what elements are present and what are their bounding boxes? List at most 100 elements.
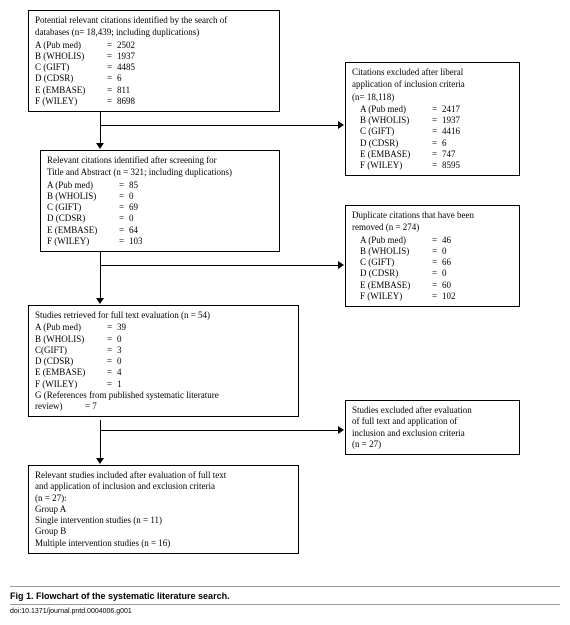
- arrow-b3-b5: [100, 252, 101, 300]
- row-label: C (GIFT): [35, 62, 107, 73]
- data-row: C (GIFT)= 69: [47, 202, 273, 213]
- box-fulltext-retrieved: Studies retrieved for full text evaluati…: [28, 305, 299, 417]
- row-eq: =: [107, 96, 117, 107]
- row-eq: =: [107, 379, 117, 390]
- box-citations-excluded: Citations excluded after liberal applica…: [345, 62, 520, 176]
- row-label: D (CDSR): [47, 213, 119, 224]
- row-label: D (CDSR): [360, 138, 432, 149]
- arrow-to-b2: [100, 125, 340, 126]
- row-eq: =: [119, 202, 129, 213]
- box-included-studies: Relevant studies included after evaluati…: [28, 465, 299, 554]
- row-value: 69: [129, 202, 138, 213]
- arrowhead-to-b2: [338, 121, 344, 129]
- row-eq: =: [119, 213, 129, 224]
- box7-line7: Multiple intervention studies (n = 16): [35, 538, 292, 549]
- box1-title1: Potential relevant citations identified …: [35, 15, 273, 26]
- data-row: D (CDSR)= 0: [47, 213, 273, 224]
- row-label: F (WILEY): [47, 236, 119, 247]
- row-label: A (Pub med): [35, 40, 107, 51]
- row-value: 0: [442, 246, 447, 257]
- row-label: A (Pub med): [47, 180, 119, 191]
- row-label: E (EMBASE): [35, 85, 107, 96]
- box7-title1: Relevant studies included after evaluati…: [35, 470, 292, 481]
- row-value: 1937: [117, 51, 135, 62]
- arrow-to-b4: [100, 265, 340, 266]
- row-eq: =: [119, 236, 129, 247]
- arrow-b5-b7: [100, 420, 101, 460]
- box5-extra1: G (References from published systematic …: [35, 390, 292, 401]
- box6-title3: inclusion and exclusion criteria: [352, 428, 513, 439]
- row-value: 8698: [117, 96, 135, 107]
- figure-doi: doi:10.1371/journal.pntd.0004006.g001: [10, 608, 560, 615]
- box6-title4: (n = 27): [352, 439, 513, 450]
- arrowhead-b5-b7: [96, 458, 104, 464]
- data-row: B (WHOLIS)= 0: [47, 191, 273, 202]
- row-eq: =: [432, 138, 442, 149]
- row-eq: =: [107, 85, 117, 96]
- row-eq: =: [119, 191, 129, 202]
- row-value: 3: [117, 345, 122, 356]
- data-row: C (GIFT)=66: [360, 257, 513, 268]
- row-label: C(GIFT): [35, 345, 107, 356]
- row-eq: =: [432, 268, 442, 279]
- box1-title2: databases (n= 18,439; including duplicat…: [35, 27, 273, 38]
- row-eq: =: [107, 345, 117, 356]
- box2-title3: (n= 18,118): [352, 92, 513, 103]
- row-eq: =: [432, 104, 442, 115]
- row-value: 64: [129, 225, 138, 236]
- row-eq: =: [432, 126, 442, 137]
- row-label: E (EMBASE): [360, 280, 432, 291]
- row-label: B (WHOLIS): [35, 334, 107, 345]
- row-eq: =: [432, 115, 442, 126]
- row-value: 0: [117, 334, 122, 345]
- data-row: A (Pub med)= 39: [35, 322, 292, 333]
- row-label: A (Pub med): [35, 322, 107, 333]
- data-row: F (WILEY)= 8595: [360, 160, 513, 171]
- row-label: E (EMBASE): [360, 149, 432, 160]
- box7-line6: Group B: [35, 526, 292, 537]
- arrowhead-to-b4: [338, 261, 344, 269]
- data-row: E (EMBASE)= 811: [35, 85, 273, 96]
- row-value: 102: [442, 291, 456, 302]
- box3-title1: Relevant citations identified after scre…: [47, 155, 273, 166]
- row-value: 0: [117, 356, 122, 367]
- data-row: D (CDSR)=0: [360, 268, 513, 279]
- data-row: D (CDSR)= 6: [360, 138, 513, 149]
- box5-extra2: review) = 7: [35, 401, 292, 412]
- box2-title1: Citations excluded after liberal: [352, 67, 513, 78]
- box6-title1: Studies excluded after evaluation: [352, 405, 513, 416]
- row-value: 6: [117, 73, 122, 84]
- row-label: B (WHOLIS): [47, 191, 119, 202]
- row-eq: =: [432, 246, 442, 257]
- row-label: D (CDSR): [360, 268, 432, 279]
- box5-title1: Studies retrieved for full text evaluati…: [35, 310, 292, 321]
- data-row: C (GIFT)= 4416: [360, 126, 513, 137]
- row-label: D (CDSR): [35, 356, 107, 367]
- arrowhead-b1-b3: [96, 143, 104, 149]
- data-row: F (WILEY)=102: [360, 291, 513, 302]
- box7-line4: Group A: [35, 504, 292, 515]
- arrow-to-b6: [100, 430, 340, 431]
- row-label: F (WILEY): [360, 291, 432, 302]
- data-row: C(GIFT)= 3: [35, 345, 292, 356]
- data-row: E (EMBASE)= 4: [35, 367, 292, 378]
- data-row: A (Pub med)=46: [360, 235, 513, 246]
- box-studies-excluded: Studies excluded after evaluation of ful…: [345, 400, 520, 455]
- row-label: C (GIFT): [360, 126, 432, 137]
- row-eq: =: [107, 40, 117, 51]
- data-row: D (CDSR)= 0: [35, 356, 292, 367]
- row-eq: =: [432, 160, 442, 171]
- row-label: F (WILEY): [360, 160, 432, 171]
- row-label: F (WILEY): [35, 96, 107, 107]
- row-value: 2502: [117, 40, 135, 51]
- data-row: E (EMBASE)=60: [360, 280, 513, 291]
- data-row: C (GIFT)= 4485: [35, 62, 273, 73]
- row-label: F (WILEY): [35, 379, 107, 390]
- data-row: E (EMBASE)= 64: [47, 225, 273, 236]
- row-label: E (EMBASE): [47, 225, 119, 236]
- arrow-b1-b3: [100, 112, 101, 145]
- row-label: A (Pub med): [360, 104, 432, 115]
- row-eq: =: [432, 291, 442, 302]
- arrowhead-to-b6: [338, 426, 344, 434]
- data-row: B (WHOLIS)=0: [360, 246, 513, 257]
